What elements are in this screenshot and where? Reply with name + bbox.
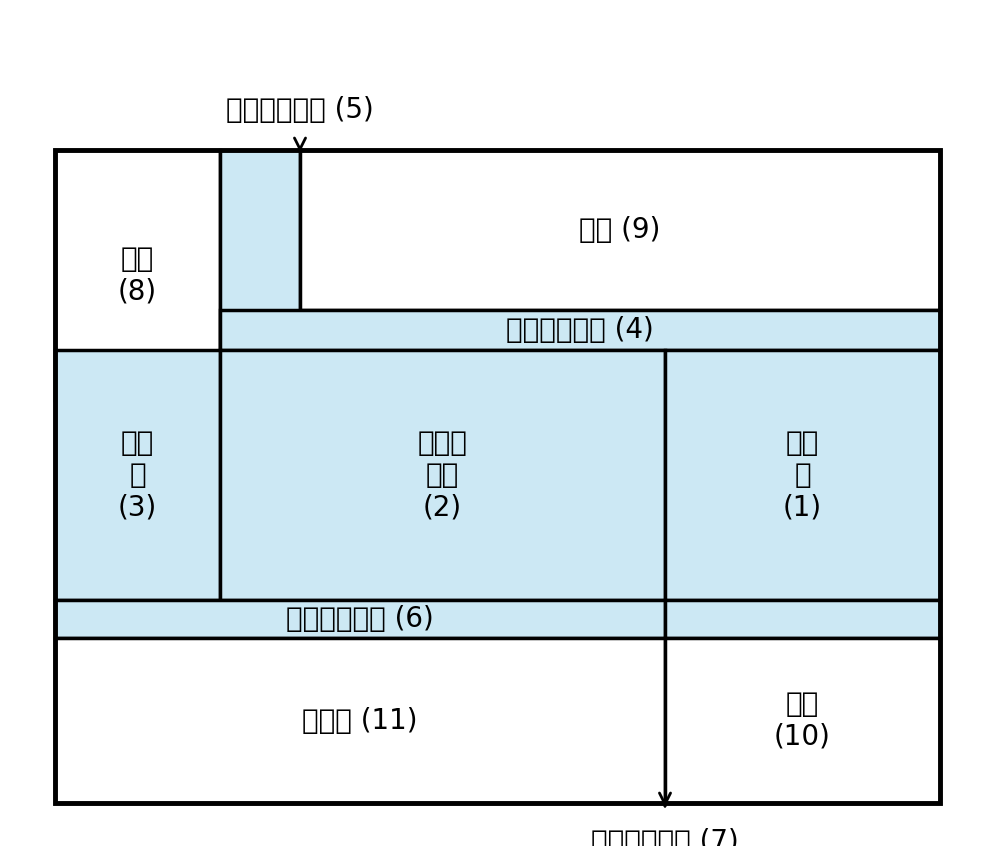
Bar [665,350,940,600]
Text: 第一上栅介质 (4): 第一上栅介质 (4) [506,316,654,344]
Bar [55,638,665,803]
Text: 第一下栅介质 (6): 第一下栅介质 (6) [286,605,434,633]
Bar [55,150,220,400]
Text: 源区
锗
(3): 源区 锗 (3) [118,429,157,521]
Bar [55,350,220,600]
Bar [220,150,300,400]
Text: 源极
(8): 源极 (8) [118,244,157,305]
Bar [665,600,940,638]
Text: 沟道区
锗硅
(2): 沟道区 锗硅 (2) [418,429,467,521]
Bar [220,310,940,350]
Bar [665,638,940,803]
Text: 漏区
硅
(1): 漏区 硅 (1) [783,429,822,521]
Text: 漏极
(10): 漏极 (10) [774,690,831,750]
Text: 背栅极 (11): 背栅极 (11) [302,706,418,734]
Text: 栅极 (9): 栅极 (9) [579,216,661,244]
Text: 第二下栅介质 (7): 第二下栅介质 (7) [591,828,739,846]
Text: 第二上栅介质 (5): 第二上栅介质 (5) [226,96,374,124]
Bar [55,150,940,803]
Bar [55,600,665,638]
Bar [300,150,940,310]
Bar [220,350,665,600]
